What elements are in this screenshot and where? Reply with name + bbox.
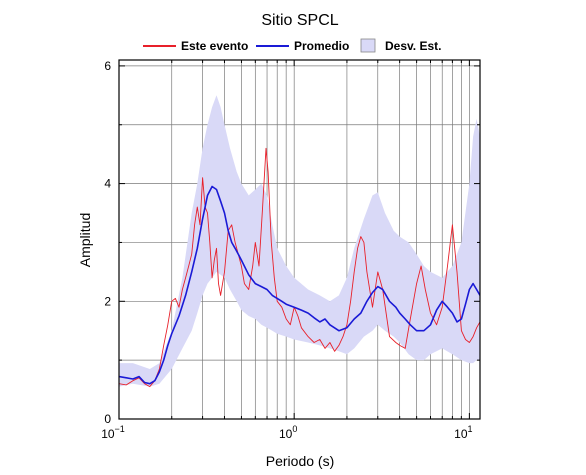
series-line-promedio: [119, 185, 480, 385]
x-tick-label: 10−1: [101, 424, 125, 441]
band-layer: [119, 95, 480, 387]
series-layer: [119, 147, 480, 388]
y-axis-label: Amplitud: [77, 213, 93, 267]
y-tick-label: 4: [104, 177, 111, 191]
x-tick-exponent: 0: [292, 424, 297, 434]
x-tick-label: 100: [279, 424, 297, 441]
plot-frame: [118, 59, 481, 420]
y-tick-label: 2: [104, 294, 111, 308]
y-tick-label: 0: [104, 412, 111, 426]
legend-swatch-desv-est: [360, 38, 376, 53]
x-tick-exponent: −1: [115, 424, 125, 434]
legend-label-este-evento: Este evento: [181, 39, 248, 53]
band-desv-est: [119, 95, 480, 387]
chart-title: Sitio SPCL: [261, 12, 338, 29]
x-tick-label: 101: [454, 424, 472, 441]
series-line-este-evento: [119, 147, 480, 388]
legend: Este evento Promedio Desv. Est.: [143, 38, 441, 53]
legend-label-desv-est: Desv. Est.: [385, 39, 441, 53]
legend-label-promedio: Promedio: [294, 39, 349, 53]
y-tick-label: 6: [104, 59, 111, 73]
x-tick-exponent: 1: [468, 424, 473, 434]
x-axis-label: Periodo (s): [266, 453, 334, 469]
